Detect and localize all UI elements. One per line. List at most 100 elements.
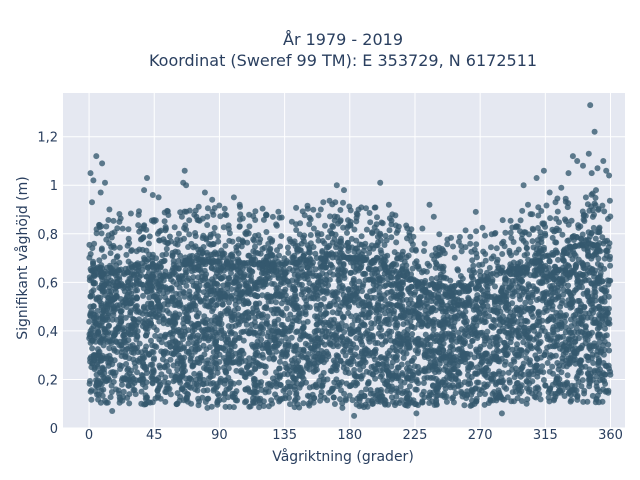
data-point: [560, 333, 566, 340]
data-point: [336, 381, 343, 388]
data-point: [318, 382, 325, 389]
data-point: [154, 291, 161, 298]
data-point: [366, 301, 373, 308]
data-point: [220, 396, 227, 403]
data-point: [167, 391, 174, 398]
data-point: [440, 314, 447, 321]
data-point: [156, 318, 163, 325]
data-point: [297, 336, 303, 343]
data-point: [591, 288, 598, 295]
data-point: [423, 297, 430, 304]
data-point: [121, 337, 127, 344]
data-point: [143, 370, 150, 376]
data-point: [422, 320, 429, 327]
data-point: [533, 335, 540, 342]
data-point: [555, 312, 562, 319]
data-point: [130, 316, 137, 323]
data-point: [177, 301, 184, 308]
data-point: [373, 282, 380, 289]
data-point: [152, 395, 159, 402]
data-point: [332, 332, 339, 339]
data-point: [318, 301, 325, 308]
data-point: [250, 355, 257, 361]
data-point: [392, 342, 399, 349]
data-point: [317, 278, 324, 285]
data-point: [338, 320, 345, 327]
data-point: [286, 236, 293, 243]
data-point: [132, 364, 139, 370]
data-point: [524, 396, 531, 403]
data-point: [596, 274, 603, 281]
data-point: [391, 308, 398, 315]
data-point: [142, 395, 149, 402]
data-point: [259, 314, 266, 321]
data-point: [494, 341, 501, 348]
data-point: [575, 329, 582, 336]
data-point: [509, 366, 516, 373]
data-point: [345, 286, 352, 292]
data-point: [518, 398, 525, 404]
data-point: [317, 319, 324, 326]
data-point: [297, 368, 304, 375]
data-point: [578, 301, 584, 308]
data-point: [248, 268, 255, 275]
data-point: [417, 340, 424, 347]
data-point: [573, 325, 580, 332]
data-point: [121, 328, 128, 335]
data-point: [584, 354, 591, 361]
data-point: [240, 337, 247, 344]
data-point: [254, 307, 260, 314]
data-point: [584, 370, 591, 377]
data-point: [106, 377, 113, 384]
data-point: [225, 352, 232, 359]
data-point: [246, 330, 253, 337]
data-point: [190, 274, 197, 281]
data-point: [292, 367, 299, 374]
data-point: [518, 277, 525, 284]
data-point: [177, 252, 184, 259]
data-point: [222, 337, 229, 344]
data-point: [283, 305, 290, 312]
data-point: [320, 313, 327, 319]
data-point: [488, 231, 495, 238]
data-point: [314, 335, 321, 342]
data-point: [607, 213, 614, 220]
data-point: [276, 358, 283, 365]
data-point: [179, 333, 186, 340]
data-point: [421, 248, 427, 254]
data-point: [555, 256, 561, 263]
data-point: [484, 350, 490, 357]
data-point: [394, 364, 401, 371]
data-point: [245, 314, 252, 321]
data-point: [188, 293, 194, 300]
data-point: [472, 306, 479, 313]
data-point: [578, 383, 585, 390]
data-point: [538, 278, 545, 285]
data-point: [397, 378, 404, 385]
data-point: [351, 280, 358, 287]
data-point: [148, 337, 154, 344]
data-point: [250, 395, 256, 402]
data-point: [335, 277, 342, 284]
data-point: [179, 385, 186, 391]
data-point: [122, 314, 129, 321]
data-point: [340, 224, 347, 231]
data-point: [412, 386, 419, 393]
data-point: [537, 339, 544, 345]
data-point: [277, 292, 283, 299]
data-point: [589, 329, 595, 336]
data-point: [145, 351, 152, 357]
data-point: [393, 315, 399, 322]
data-point: [422, 331, 429, 338]
data-point: [233, 280, 240, 287]
data-point: [486, 343, 493, 350]
data-point: [197, 298, 204, 305]
data-point: [565, 288, 572, 295]
data-point: [601, 298, 608, 305]
data-point: [316, 272, 323, 279]
data-point: [388, 394, 395, 401]
data-point: [186, 217, 193, 224]
data-point: [502, 229, 509, 236]
data-point: [527, 299, 534, 306]
data-point: [567, 391, 574, 398]
